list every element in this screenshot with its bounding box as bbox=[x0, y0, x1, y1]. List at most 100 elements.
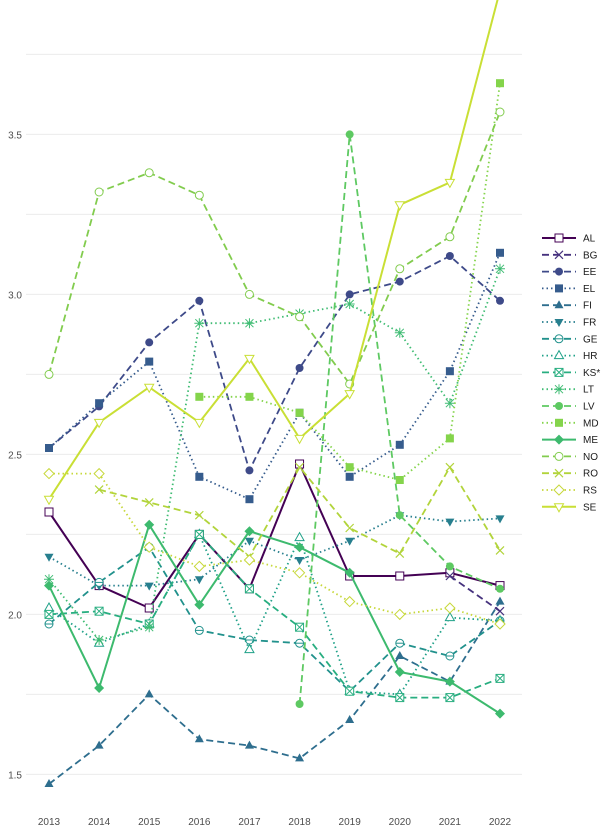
data-point-ee bbox=[145, 338, 154, 347]
data-point-ge bbox=[445, 651, 455, 661]
legend-label: FR bbox=[583, 318, 596, 329]
data-point-se bbox=[344, 390, 356, 400]
data-point-no bbox=[44, 369, 54, 379]
legend-entry-md: MD bbox=[542, 418, 599, 429]
data-point-se bbox=[394, 201, 406, 211]
legend-label: BG bbox=[583, 250, 598, 261]
series-line-lt bbox=[48, 268, 501, 641]
data-point-ro bbox=[495, 545, 505, 555]
data-point-ee bbox=[395, 277, 404, 286]
legend-entry-ro: RO bbox=[542, 469, 598, 480]
data-point-no bbox=[244, 289, 254, 299]
data-point-me bbox=[194, 599, 205, 610]
data-point-se bbox=[143, 383, 155, 394]
legend-entry-ge: GE bbox=[542, 334, 598, 345]
series-line-ks bbox=[48, 533, 501, 699]
legend-entry-al: AL bbox=[542, 233, 596, 245]
legend-label: GE bbox=[583, 334, 598, 345]
data-point-fr bbox=[495, 515, 505, 524]
legend-key-marker bbox=[554, 434, 564, 445]
legend-key-marker bbox=[554, 384, 564, 395]
legend-entry-bg: BG bbox=[542, 250, 598, 261]
data-point-lt bbox=[94, 635, 105, 645]
data-point-ee bbox=[445, 252, 454, 260]
data-point-hr bbox=[43, 601, 55, 612]
legend-entry-lv: LV bbox=[542, 402, 595, 413]
data-point-me bbox=[394, 667, 405, 677]
data-point-fr bbox=[345, 537, 355, 546]
data-point-al bbox=[44, 507, 54, 517]
series-line-ee bbox=[48, 255, 501, 472]
data-point-md bbox=[345, 463, 354, 472]
legend-label: RO bbox=[583, 469, 598, 480]
series-line-bg bbox=[449, 575, 501, 612]
series-line-rs bbox=[49, 472, 501, 625]
data-point-fi bbox=[44, 779, 54, 787]
data-point-fr bbox=[144, 582, 154, 591]
data-point-hr bbox=[444, 611, 456, 622]
legend-label: FI bbox=[583, 301, 592, 312]
data-point-ks bbox=[445, 693, 455, 703]
data-point-ks bbox=[495, 673, 505, 683]
x-tick-label: 2016 bbox=[188, 817, 211, 828]
data-point-ee bbox=[195, 296, 204, 305]
y-tick-label: 3.5 bbox=[8, 130, 22, 141]
series-ee bbox=[45, 252, 504, 475]
data-point-md bbox=[395, 476, 404, 484]
legend-label: EE bbox=[583, 267, 597, 278]
series-line-fi bbox=[48, 601, 501, 785]
data-point-se bbox=[294, 434, 305, 445]
data-point-ee bbox=[245, 466, 254, 475]
data-point-ks bbox=[194, 529, 204, 539]
data-point-al bbox=[395, 571, 405, 581]
x-tick-label: 2018 bbox=[288, 817, 311, 828]
legend-label: RS bbox=[583, 486, 597, 497]
data-point-fr bbox=[244, 537, 254, 546]
series-fi bbox=[44, 596, 505, 787]
data-point-ge bbox=[44, 619, 54, 629]
legend-key-marker bbox=[555, 402, 563, 410]
data-point-rs bbox=[444, 602, 456, 614]
data-point-md bbox=[195, 392, 204, 401]
legend-entry-no: NO bbox=[542, 451, 598, 463]
y-tick-labels: 1.5 2.0 2.5 3.0 3.5 bbox=[8, 130, 22, 781]
data-point-hr bbox=[294, 531, 305, 542]
x-tick-label: 2017 bbox=[238, 817, 261, 828]
data-point-el bbox=[395, 440, 404, 449]
data-point-fi bbox=[345, 715, 355, 723]
series-md bbox=[195, 79, 504, 484]
series-line-lv bbox=[298, 133, 501, 705]
legend-label: LV bbox=[583, 402, 595, 413]
series-line-se bbox=[48, 0, 499, 500]
data-point-ro bbox=[395, 549, 405, 559]
data-point-lt bbox=[344, 299, 355, 309]
data-point-el bbox=[445, 367, 454, 376]
data-point-ro bbox=[144, 497, 154, 507]
data-point-bg bbox=[495, 606, 505, 616]
data-point-ro bbox=[345, 523, 355, 533]
data-point-me bbox=[294, 542, 305, 553]
data-point-rs bbox=[143, 541, 155, 553]
data-point-me bbox=[344, 567, 355, 578]
data-point-al bbox=[144, 603, 154, 613]
data-point-lv bbox=[445, 562, 454, 571]
data-point-ks bbox=[295, 622, 305, 632]
x-tick-labels: 2013 2014 2015 2016 2017 2018 2019 2020 2021 2022 bbox=[38, 817, 512, 828]
legend-label: NO bbox=[583, 452, 598, 463]
data-point-no bbox=[144, 168, 154, 178]
data-point-me bbox=[244, 526, 255, 537]
data-point-se bbox=[444, 178, 456, 189]
legend-key-marker bbox=[554, 300, 564, 309]
data-point-fi bbox=[144, 689, 154, 698]
legend-label: EL bbox=[583, 284, 596, 295]
x-tick-label: 2014 bbox=[88, 817, 111, 828]
data-point-el bbox=[195, 472, 204, 481]
legend-key-marker bbox=[555, 267, 563, 276]
series-me bbox=[44, 519, 505, 719]
data-point-lt bbox=[495, 263, 505, 274]
legend-entry-hr: HR bbox=[542, 349, 597, 362]
legend-entry-ee: EE bbox=[542, 267, 597, 278]
x-tick-label: 2013 bbox=[38, 817, 61, 828]
series-line-el bbox=[48, 252, 501, 501]
data-point-fi bbox=[194, 734, 204, 743]
